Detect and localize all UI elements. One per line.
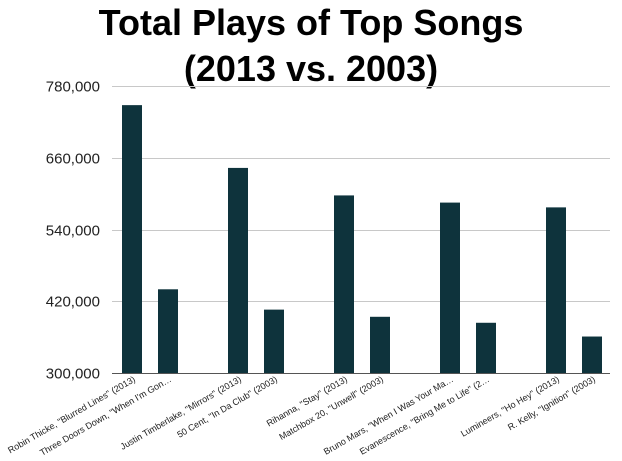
bar — [228, 167, 248, 373]
bars — [122, 105, 602, 373]
y-axis-tick-labels: 300,000 420,000 540,000 660,000 780,000 — [46, 79, 100, 383]
bar — [546, 207, 566, 373]
bar — [476, 322, 496, 373]
bar — [264, 309, 284, 373]
bar — [122, 105, 142, 373]
bar — [440, 202, 460, 373]
bar — [582, 336, 602, 373]
y-tick-label: 300,000 — [46, 366, 100, 383]
y-tick-label: 780,000 — [46, 79, 100, 96]
chart-title-line-2: (2013 vs. 2003) — [183, 48, 439, 89]
chart-title: Total Plays of Top Songs (2013 vs. 2003) — [0, 0, 622, 92]
bar — [334, 195, 354, 373]
x-axis-category-labels: Robin Thicke, "Blurred Lines" (2013)Thre… — [6, 374, 597, 458]
y-tick-label: 540,000 — [46, 223, 100, 240]
chart-title-line-1: Total Plays of Top Songs — [98, 2, 524, 43]
gridlines — [112, 86, 610, 302]
y-tick-label: 420,000 — [46, 294, 100, 311]
bar — [370, 316, 390, 373]
y-tick-label: 660,000 — [46, 151, 100, 168]
bar — [158, 289, 178, 373]
